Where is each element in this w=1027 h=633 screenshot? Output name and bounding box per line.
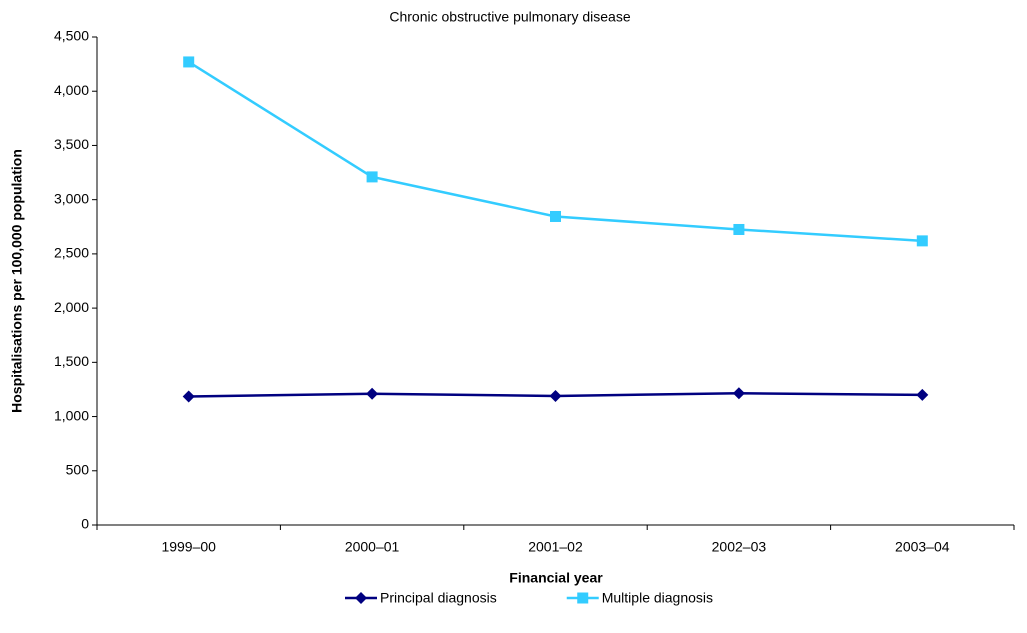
y-tick-label: 3,000 xyxy=(54,190,89,206)
y-tick-label: 500 xyxy=(66,461,90,477)
x-tick-label: 2000–01 xyxy=(345,539,400,555)
marker xyxy=(366,387,379,400)
marker xyxy=(355,592,367,604)
legend-label: Principal diagnosis xyxy=(380,590,497,606)
y-tick-label: 1,500 xyxy=(54,353,89,369)
y-tick-label: 2,000 xyxy=(54,299,89,315)
x-tick-label: 2002–03 xyxy=(712,539,767,555)
y-tick-label: 2,500 xyxy=(54,245,89,261)
x-axis-title: Financial year xyxy=(509,570,603,586)
marker xyxy=(732,387,745,400)
y-tick-label: 1,000 xyxy=(54,407,89,423)
marker xyxy=(916,235,928,247)
x-tick-label: 1999–00 xyxy=(161,539,216,555)
y-tick-label: 3,500 xyxy=(54,136,89,152)
marker xyxy=(550,210,561,222)
y-tick-label: 4,500 xyxy=(54,28,89,44)
chart-title: Chronic obstructive pulmonary disease xyxy=(389,9,630,25)
x-tick-label: 2003–04 xyxy=(895,539,950,555)
marker xyxy=(577,592,589,604)
y-tick-label: 0 xyxy=(81,516,89,532)
marker xyxy=(182,390,195,403)
y-tick-label: 4,000 xyxy=(54,82,89,98)
x-tick-label: 2001–02 xyxy=(528,539,583,555)
marker xyxy=(549,389,562,402)
marker xyxy=(916,388,929,401)
y-axis-title: Hospitalisations per 100,000 population xyxy=(9,149,25,413)
marker xyxy=(733,223,745,235)
legend-label: Multiple diagnosis xyxy=(602,590,713,606)
marker xyxy=(366,171,378,183)
marker xyxy=(183,56,195,68)
